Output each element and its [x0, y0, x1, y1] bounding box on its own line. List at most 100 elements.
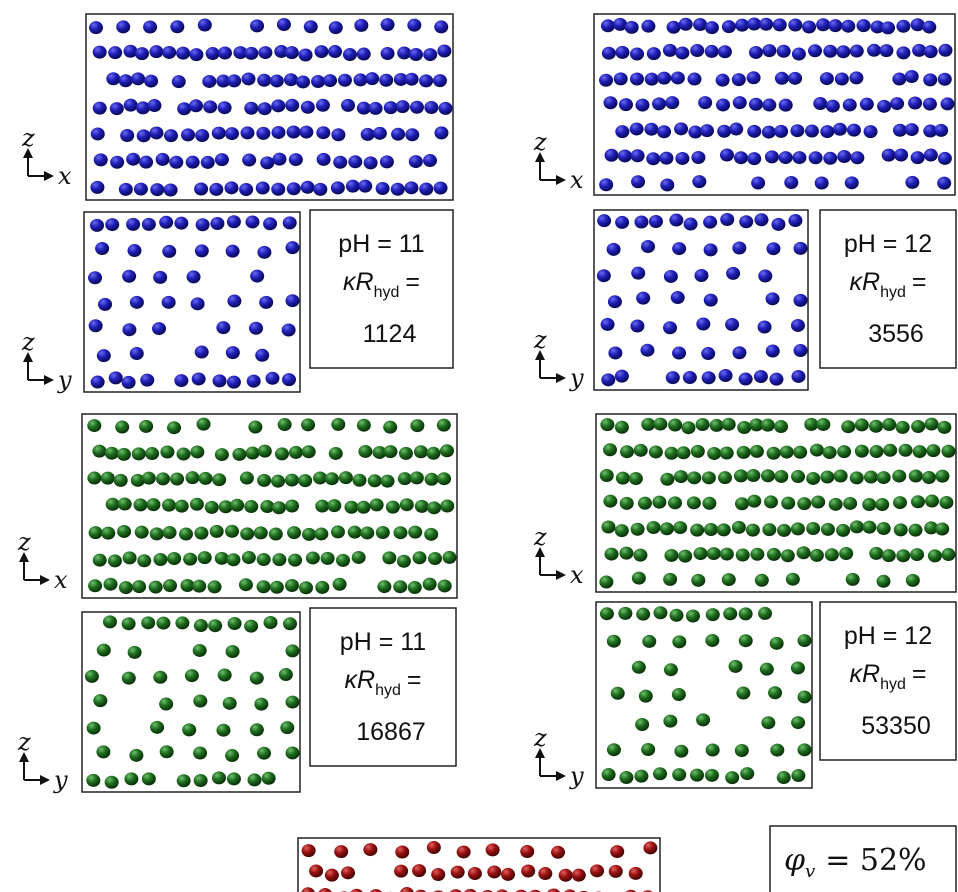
- particle: [427, 501, 442, 515]
- particle: [793, 293, 808, 307]
- particle: [935, 469, 950, 483]
- particle: [332, 577, 347, 591]
- particle: [358, 444, 373, 458]
- particle: [501, 867, 516, 881]
- particle: [265, 371, 280, 385]
- particle: [356, 418, 371, 432]
- particle: [159, 215, 174, 229]
- particle: [196, 417, 211, 431]
- particle: [179, 527, 194, 541]
- particle: [770, 743, 785, 757]
- particle: [737, 420, 752, 434]
- particle: [324, 868, 339, 882]
- particle: [601, 768, 616, 782]
- particle: [691, 573, 706, 587]
- particle: [849, 520, 864, 534]
- particle: [749, 444, 764, 458]
- particle: [426, 841, 441, 855]
- particle: [820, 522, 835, 536]
- particle: [131, 72, 146, 86]
- particle: [879, 44, 894, 58]
- particle: [208, 619, 223, 633]
- particle: [133, 182, 148, 196]
- particle: [109, 102, 124, 116]
- particle: [638, 689, 653, 703]
- particle: [193, 746, 208, 760]
- particle: [203, 100, 218, 114]
- kappa-value: 53350: [861, 712, 931, 740]
- particles-xz: [301, 841, 658, 892]
- particle: [432, 74, 447, 88]
- particle: [836, 523, 851, 537]
- particle: [427, 552, 442, 566]
- particle: [869, 445, 884, 459]
- particle: [258, 46, 273, 60]
- particle: [176, 447, 191, 461]
- particle: [619, 771, 634, 785]
- particle: [102, 615, 117, 629]
- ph-label: pH = 11: [338, 230, 424, 258]
- fraction-sub: v: [805, 861, 815, 882]
- particle: [288, 153, 303, 167]
- particle: [854, 418, 869, 432]
- particle: [271, 99, 286, 113]
- particle: [748, 45, 763, 59]
- particle: [129, 295, 144, 309]
- particle: [399, 498, 414, 512]
- particle: [152, 322, 167, 336]
- particle: [615, 215, 630, 229]
- particle: [732, 96, 747, 110]
- particle: [162, 244, 177, 258]
- particle: [318, 888, 332, 892]
- kappa-sub: hyd: [375, 682, 401, 699]
- particle: [347, 525, 362, 539]
- particle: [170, 472, 185, 486]
- particle: [636, 291, 651, 305]
- particle: [670, 291, 685, 305]
- kappa-symbol: κR: [850, 660, 881, 688]
- ph-label: pH = 11: [340, 628, 426, 656]
- particle: [313, 471, 328, 485]
- particle: [363, 156, 378, 170]
- particle: [136, 129, 151, 143]
- particle: [149, 126, 164, 140]
- particle: [869, 419, 884, 433]
- particle: [380, 18, 395, 32]
- particle: [695, 417, 710, 431]
- arrow-head: [40, 575, 50, 585]
- particle: [299, 125, 314, 139]
- particle: [224, 127, 239, 141]
- particle: [849, 71, 864, 85]
- particle: [601, 373, 616, 387]
- kappa-equals: =: [407, 666, 422, 694]
- particle: [926, 444, 941, 458]
- particle: [194, 244, 209, 258]
- particle: [396, 554, 411, 568]
- particle: [127, 244, 142, 258]
- particle: [937, 420, 952, 434]
- particle: [424, 472, 439, 486]
- particle: [599, 468, 614, 482]
- particle: [635, 717, 650, 731]
- particle: [141, 217, 156, 231]
- particle: [642, 634, 657, 648]
- particle: [115, 420, 130, 434]
- particle: [271, 474, 286, 488]
- particle: [271, 182, 286, 196]
- particle: [738, 634, 753, 648]
- particle: [856, 19, 871, 33]
- particle: [804, 124, 819, 138]
- particle: [809, 548, 824, 562]
- particle: [390, 182, 405, 196]
- particle: [436, 418, 451, 432]
- particle: [663, 714, 678, 728]
- particle: [86, 773, 101, 787]
- particle: [300, 100, 315, 114]
- particle: [721, 573, 736, 587]
- particle: [193, 694, 208, 708]
- particle: [210, 216, 225, 230]
- particle: [670, 71, 685, 85]
- particle: [300, 180, 315, 194]
- particle: [160, 445, 175, 459]
- particle: [313, 182, 328, 196]
